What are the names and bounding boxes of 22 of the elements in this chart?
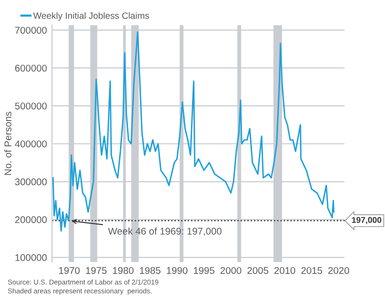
annotation: Week 46 of 1969: 197,000 bbox=[108, 227, 222, 236]
x-tick-label: 2020 bbox=[328, 267, 350, 274]
y-tick-label: 400000 bbox=[14, 140, 47, 148]
y-axis-title: No. of Persons bbox=[4, 112, 12, 175]
y-tick-label: 500000 bbox=[15, 102, 47, 110]
x-tick-label: 2000 bbox=[220, 267, 242, 274]
y-tick-label: 700000 bbox=[15, 26, 47, 34]
x-tick-label: 1970 bbox=[59, 267, 80, 274]
x-tick-label: 1990 bbox=[166, 267, 188, 274]
y-tick-label: 100000 bbox=[15, 254, 47, 262]
x-tick-label: 1980 bbox=[113, 267, 134, 274]
y-tick-label: 600000 bbox=[15, 64, 47, 72]
ref-line-label: 197,000 bbox=[352, 217, 382, 224]
x-tick-label: 2005 bbox=[247, 267, 268, 274]
legend-label: Weekly Initial Jobless Claims bbox=[33, 12, 150, 21]
y-tick-label: 300000 bbox=[15, 178, 47, 186]
x-tick-label: 1975 bbox=[86, 267, 107, 274]
x-tick-label: 1995 bbox=[194, 267, 214, 274]
y-tick-label: 200000 bbox=[15, 216, 47, 224]
x-tick-label: 2010 bbox=[274, 267, 296, 274]
x-tick-label: 1985 bbox=[140, 267, 160, 274]
x-tick-label: 2015 bbox=[301, 267, 322, 274]
